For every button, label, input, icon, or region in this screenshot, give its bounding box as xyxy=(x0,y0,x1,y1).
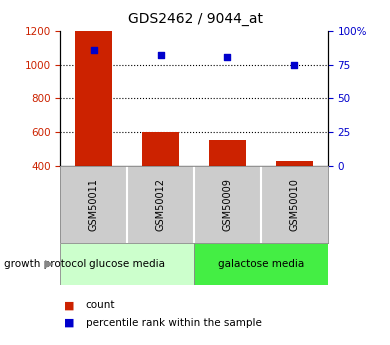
Text: ■: ■ xyxy=(64,300,75,310)
Text: growth protocol: growth protocol xyxy=(4,259,86,269)
Text: glucose media: glucose media xyxy=(89,259,165,269)
Bar xyxy=(194,243,328,285)
Text: GSM50012: GSM50012 xyxy=(156,178,166,231)
Text: galactose media: galactose media xyxy=(218,259,304,269)
Bar xyxy=(76,31,112,166)
Text: GDS2462 / 9044_at: GDS2462 / 9044_at xyxy=(128,12,262,26)
Point xyxy=(291,62,297,68)
Point xyxy=(224,54,230,59)
Bar xyxy=(209,139,246,166)
Text: count: count xyxy=(86,300,115,310)
Bar xyxy=(142,132,179,166)
Bar xyxy=(60,243,194,285)
Text: ▶: ▶ xyxy=(44,259,53,269)
Text: ■: ■ xyxy=(64,318,75,327)
Text: GSM50011: GSM50011 xyxy=(89,178,99,231)
Point xyxy=(158,52,164,58)
Bar xyxy=(276,160,312,166)
Text: GSM50009: GSM50009 xyxy=(222,178,232,231)
Text: percentile rank within the sample: percentile rank within the sample xyxy=(86,318,262,327)
Point xyxy=(91,47,97,53)
Text: GSM50010: GSM50010 xyxy=(289,178,299,231)
